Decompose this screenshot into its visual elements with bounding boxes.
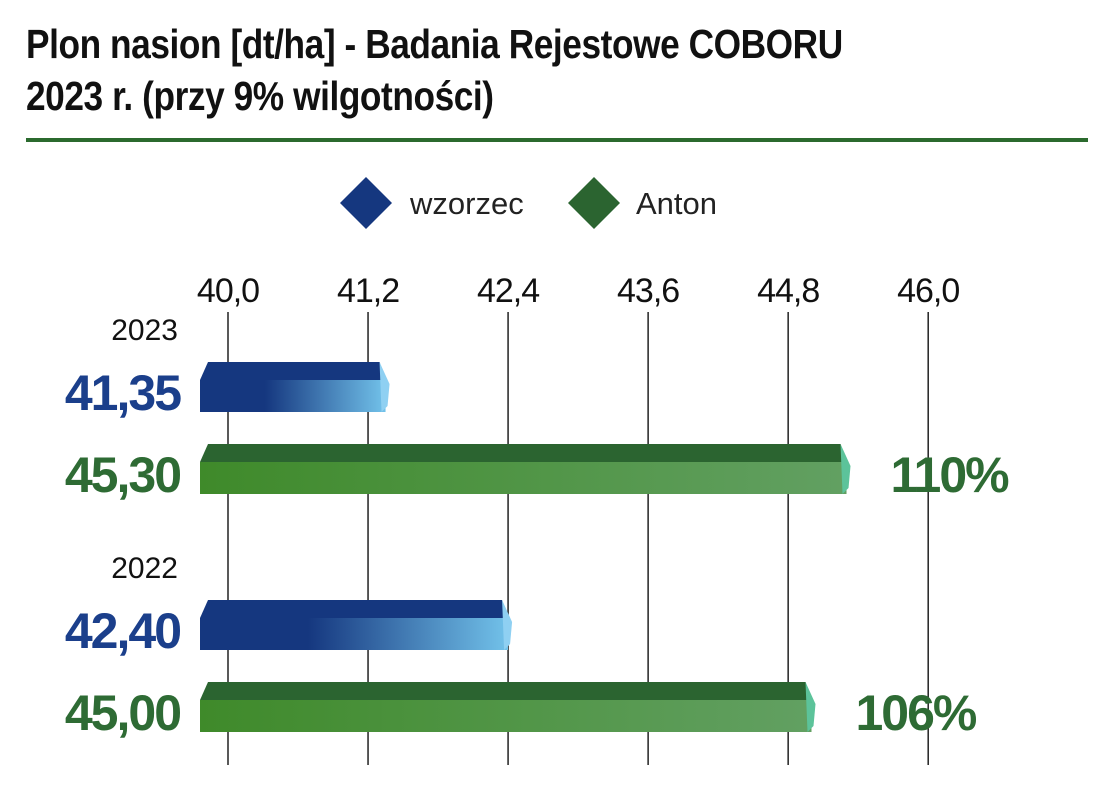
bar-wzorzec-2022 [200, 618, 509, 650]
x-tick-label: 41,2 [337, 272, 399, 310]
bar-anton-2022 [200, 700, 812, 732]
value-label-wzorzec-2022: 42,40 [65, 603, 180, 659]
bar-cap-anton-2022 [805, 682, 816, 732]
legend-label-anton: Anton [636, 186, 717, 221]
value-label-anton-2022: 45,00 [65, 685, 180, 741]
x-tick-label: 46,0 [897, 272, 959, 310]
bar-top-wzorzec-2022 [200, 600, 509, 618]
percent-label-anton-2022: 106% [856, 685, 977, 741]
bar-anton-2023 [200, 462, 847, 494]
bar-top-wzorzec-2023 [200, 362, 386, 380]
x-tick-label: 40,0 [197, 272, 259, 310]
legend-label-wzorzec: wzorzec [409, 186, 524, 221]
chart-title-line-2: 2023 r. (przy 9% wilgotności) [26, 73, 494, 119]
group-label-2023: 2023 [111, 314, 178, 347]
x-tick-label: 43,6 [617, 272, 679, 310]
chart-title: Plon nasion [dt/ha] - Badania Rejestowe … [26, 18, 938, 122]
bar-cap-anton-2023 [840, 444, 851, 494]
bar-top-anton-2022 [200, 682, 812, 700]
chart-title-line-1: Plon nasion [dt/ha] - Badania Rejestowe … [26, 21, 843, 67]
legend-swatch-wzorzec [340, 177, 392, 229]
bar-cap-wzorzec-2022 [502, 600, 513, 650]
legend-swatch-anton [568, 177, 620, 229]
title-divider [26, 138, 1088, 142]
bar-cap-wzorzec-2023 [379, 362, 390, 412]
value-label-anton-2023: 45,30 [65, 447, 180, 503]
value-label-wzorzec-2023: 41,35 [65, 365, 181, 421]
x-tick-label: 42,4 [477, 272, 539, 310]
group-label-2022: 2022 [111, 552, 178, 585]
bar-wzorzec-2023 [200, 380, 386, 412]
x-tick-label: 44,8 [757, 272, 819, 310]
percent-label-anton-2023: 110% [891, 447, 1010, 503]
bar-top-anton-2023 [200, 444, 847, 462]
